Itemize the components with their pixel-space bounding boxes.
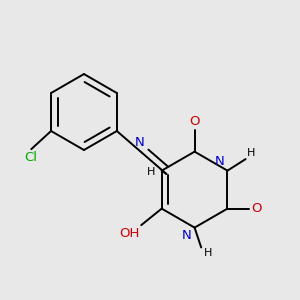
Text: N: N xyxy=(215,155,225,168)
Text: N: N xyxy=(135,136,145,148)
Text: Cl: Cl xyxy=(24,151,37,164)
Text: O: O xyxy=(189,115,200,128)
Text: OH: OH xyxy=(119,227,140,240)
Text: H: H xyxy=(147,167,156,177)
Text: H: H xyxy=(247,148,255,158)
Text: H: H xyxy=(204,248,212,258)
Text: O: O xyxy=(251,202,261,215)
Text: N: N xyxy=(182,229,191,242)
